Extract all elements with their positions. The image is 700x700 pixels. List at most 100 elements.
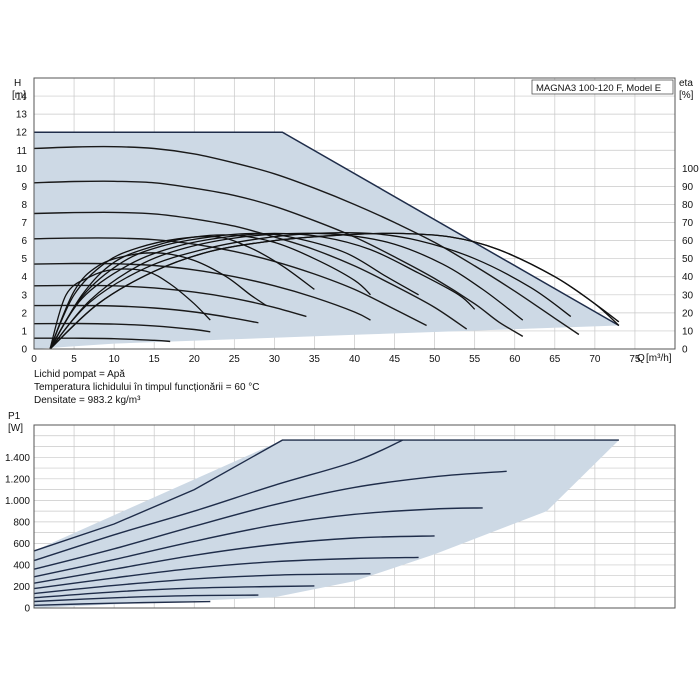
- head-curve: [33, 180, 524, 337]
- flow-tick-label: 25: [229, 354, 241, 365]
- power-curve: [33, 556, 419, 590]
- flow-tick-label: 55: [469, 354, 481, 365]
- eta-tick-label: 90: [682, 182, 694, 193]
- head-curve: [34, 131, 620, 327]
- head-curve: [33, 145, 580, 336]
- flow-tick-label: 60: [509, 354, 521, 365]
- eta-tick-label: 40: [682, 272, 694, 283]
- power-curve: [33, 600, 211, 606]
- power-tick-label: 800: [13, 517, 30, 528]
- power-curve: [33, 507, 483, 578]
- head-curve: [33, 237, 427, 327]
- head-tick-label: 8: [21, 200, 27, 211]
- eta-tick-label: 30: [682, 290, 694, 301]
- power-operating-range: [34, 440, 619, 608]
- power-curve: [33, 573, 371, 595]
- power-curve: [33, 594, 259, 603]
- efficiency-curve: [49, 232, 476, 350]
- flow-tick-label: 65: [549, 354, 561, 365]
- head-tick-label: 3: [21, 290, 27, 301]
- note-liquid: Lichid pompat = Apă: [34, 369, 125, 380]
- note-density: Densitate = 983.2 kg/m³: [34, 395, 141, 406]
- power-tick-labels: 0 200 400 600 800 1.000 1.200 1.400: [5, 453, 30, 615]
- head-curve: [33, 262, 371, 321]
- head-tick-label: 2: [21, 308, 27, 319]
- efficiency-curve: [49, 232, 524, 350]
- eta-tick-label: 10: [682, 326, 694, 337]
- upper-plot-frame: [33, 77, 676, 350]
- head-tick-label: 12: [16, 128, 28, 139]
- power-tick-label: 1.000: [5, 496, 30, 507]
- x-axis-unit: [m³/h]: [646, 353, 672, 364]
- eta-tick-label: 0: [682, 345, 688, 356]
- head-curve: [33, 211, 468, 330]
- power-curve: [33, 585, 315, 599]
- flow-tick-label: 5: [71, 354, 77, 365]
- flow-tick-label: 15: [149, 354, 161, 365]
- y-axis-unit: [m]: [12, 90, 26, 101]
- power-tick-label: 400: [13, 560, 30, 571]
- efficiency-curves: [49, 231, 620, 350]
- note-temperature: Temperatura lichidului în timpul funcțio…: [34, 382, 260, 393]
- eta-tick-label: 50: [682, 254, 694, 265]
- head-tick-label: 1: [21, 326, 27, 337]
- flow-tick-labels: 0 5 10 15 20 25 30 35 40 45 50 55 60 65 70 75: [31, 354, 641, 365]
- eta-tick-label: 70: [682, 218, 694, 229]
- power-curve: [33, 439, 619, 552]
- power-curve: [33, 439, 403, 562]
- head-tick-label: 0: [21, 345, 27, 356]
- head-tick-label: 13: [16, 110, 28, 121]
- eta-tick-label: 80: [682, 200, 694, 211]
- eta-tick-label: 60: [682, 236, 694, 247]
- flow-tick-label: 50: [429, 354, 441, 365]
- lower-plot-frame: [33, 424, 676, 609]
- power-curve: [33, 470, 507, 570]
- eta-tick-labels: 0 10 20 30 40 50 60 70 80 90 100: [682, 164, 699, 356]
- flow-tick-label: 45: [389, 354, 401, 365]
- eta-tick-label: 20: [682, 308, 694, 319]
- head-tick-label: 14: [16, 92, 28, 103]
- p1-axis-unit: [W]: [8, 423, 23, 434]
- flow-tick-label: 30: [269, 354, 281, 365]
- power-tick-label: 1.200: [5, 474, 30, 485]
- x-axis-label: Q: [637, 353, 645, 364]
- power-tick-label: 1.400: [5, 453, 30, 464]
- flow-tick-label: 75: [629, 354, 641, 365]
- flow-tick-label: 40: [349, 354, 361, 365]
- efficiency-curve: [49, 234, 371, 350]
- power-curve: [33, 535, 435, 584]
- power-curves: [33, 439, 619, 606]
- model-title-box: [531, 79, 674, 95]
- flow-tick-label: 20: [189, 354, 201, 365]
- flow-tick-label: 0: [31, 354, 37, 365]
- p1-axis-label: P1: [8, 411, 21, 422]
- efficiency-curve: [49, 268, 211, 350]
- power-tick-label: 0: [24, 604, 30, 615]
- eta-tick-label: 100: [682, 164, 699, 175]
- head-tick-label: 6: [21, 236, 27, 247]
- power-tick-label: 600: [13, 539, 30, 550]
- head-tick-label: 10: [16, 164, 28, 175]
- y-axis-label: H: [14, 78, 21, 89]
- head-tick-label: 11: [17, 146, 28, 157]
- head-tick-label: 7: [21, 218, 27, 229]
- efficiency-curve: [49, 232, 620, 350]
- head-tick-label: 9: [21, 182, 27, 193]
- efficiency-curve: [49, 235, 315, 350]
- head-tick-label: 5: [21, 254, 27, 265]
- power-flow-chart: 0 200 400 600 800 1.000 1.200 1.400 P1 [W]: [5, 411, 676, 615]
- model-title: MAGNA3 100-120 F, Model E: [536, 83, 661, 94]
- head-curves: [33, 131, 620, 343]
- flow-tick-label: 35: [309, 354, 321, 365]
- head-curve: [33, 304, 259, 324]
- flow-tick-label: 10: [109, 354, 121, 365]
- head-tick-label: 4: [21, 272, 27, 283]
- flow-tick-label: 70: [589, 354, 601, 365]
- y2-axis-label: eta: [679, 78, 693, 89]
- y2-axis-unit: [%]: [679, 90, 694, 101]
- efficiency-curve: [49, 232, 419, 350]
- power-tick-label: 200: [13, 582, 30, 593]
